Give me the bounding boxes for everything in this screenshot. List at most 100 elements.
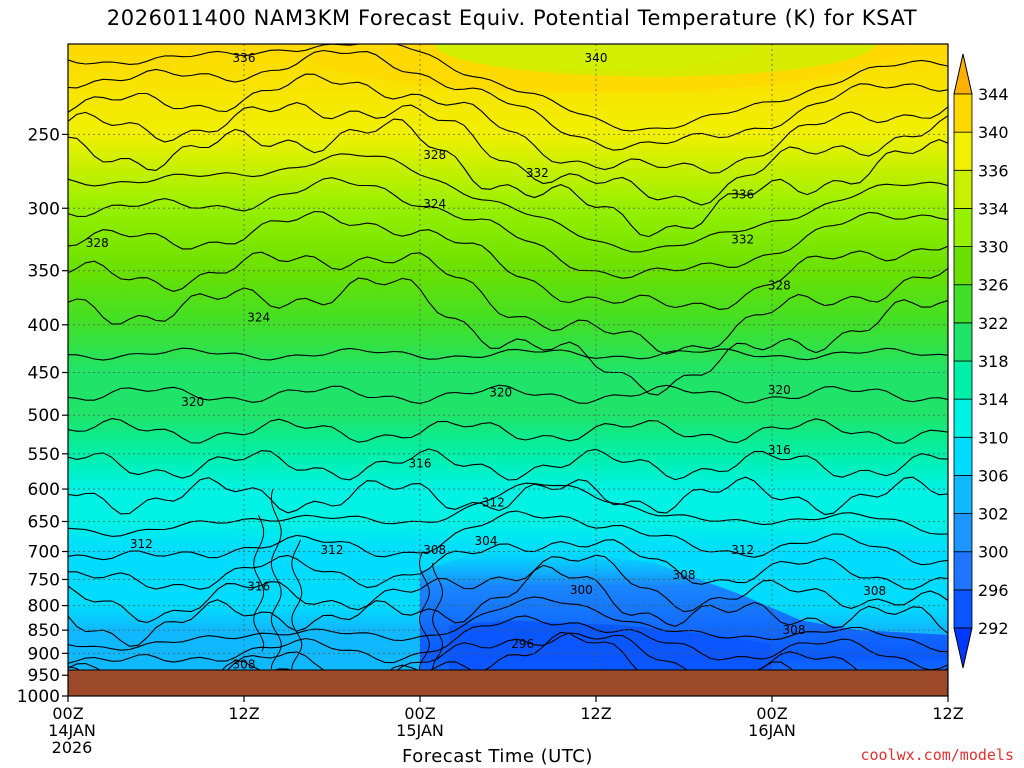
colorbar-label: 336: [978, 161, 1009, 180]
color-field: [68, 44, 948, 670]
contour-line: [68, 49, 948, 151]
y-tick-label: 450: [28, 364, 60, 384]
colorbar-segment: [953, 398, 973, 438]
colorbar-label: 340: [978, 123, 1009, 142]
x-axis-label: Forecast Time (UTC): [402, 746, 593, 767]
colorbar-segment: [953, 169, 973, 209]
x-tick-label: 15JAN: [396, 721, 444, 740]
colorbar-label: 334: [978, 199, 1009, 218]
contour-label: 304: [475, 534, 498, 548]
x-tick-label: 12Z: [580, 704, 611, 723]
credit-link[interactable]: coolwx.com/models: [860, 746, 1014, 764]
contour-label: 336: [731, 188, 754, 202]
y-tick-label: 500: [28, 406, 60, 426]
colorbar-segment: [953, 551, 973, 591]
colorbar-label: 300: [978, 543, 1009, 562]
contour-line: [68, 118, 948, 238]
colorbar-segment: [953, 93, 973, 133]
colorbar-segment: [953, 208, 973, 247]
terrain-bar: [67, 669, 949, 697]
colorbar-segment: [953, 513, 973, 553]
contour-label: 312: [130, 537, 153, 551]
contour-label: 316: [768, 443, 791, 457]
contour-label: 324: [247, 311, 270, 325]
colorbar-label: 292: [978, 619, 1009, 638]
contour-label: 308: [423, 543, 446, 557]
contour-line: [68, 73, 948, 174]
contour-line: [68, 615, 948, 670]
y-tick-label: 600: [28, 480, 60, 500]
x-tick-label: 12Z: [932, 704, 963, 723]
contour-line: [68, 564, 948, 647]
colorbar-top-arrow: [953, 53, 973, 95]
contour-label: 296: [511, 637, 534, 651]
contour-label: 316: [409, 456, 432, 470]
contour-label: 308: [863, 584, 886, 598]
colorbar-segment: [953, 589, 973, 629]
x-tick-label: 12Z: [228, 704, 259, 723]
contour-label: 312: [731, 543, 754, 557]
contour-streak: [253, 514, 265, 652]
contour-line: [68, 347, 948, 361]
colorbar-segment: [953, 284, 973, 324]
contour-line: [68, 251, 948, 355]
y-tick-label: 550: [28, 445, 60, 465]
y-tick-label: 800: [28, 597, 60, 617]
contour-streak: [418, 551, 430, 670]
y-tick-label: 300: [28, 199, 60, 219]
x-tick-label: 14JAN: [48, 721, 96, 740]
colorbar: 292 296 300 302 306 310 314 318 322 326 330 334 336 3…: [953, 53, 1009, 669]
contour-line: [68, 102, 948, 206]
contour-line: [68, 476, 948, 516]
plot-frame: [67, 43, 949, 697]
contour-label: 308: [783, 623, 806, 637]
contour-label: 308: [673, 568, 696, 582]
y-tick-label: 700: [28, 543, 60, 563]
contour-line: [68, 44, 948, 132]
contour-line: [68, 277, 948, 396]
contour-label: 320: [489, 386, 512, 400]
contour-line: [68, 510, 948, 566]
y-tick-label: 750: [28, 570, 60, 590]
contour-line: [68, 448, 948, 481]
x-tick-label: 00Z: [756, 704, 787, 723]
contour-label: 320: [181, 395, 204, 409]
contour-label: 308: [233, 657, 256, 671]
grid-lines: [67, 44, 949, 697]
contour-line: [68, 631, 794, 670]
contour-line: [68, 384, 948, 404]
y-tick-label: 1000: [17, 687, 60, 707]
colorbar-label: 326: [978, 276, 1009, 295]
x-tick-label: 00Z: [52, 704, 83, 723]
x-tick-label: 16JAN: [748, 721, 796, 740]
contour-label: 336: [233, 51, 256, 65]
contour-line: [68, 177, 948, 279]
colorbar-label: 296: [978, 581, 1009, 600]
contour-line: [68, 418, 948, 444]
colorbar-label: 322: [978, 314, 1009, 333]
colorbar-segment: [953, 131, 973, 171]
contour-label: 312: [321, 543, 344, 557]
colorbar-label: 310: [978, 428, 1009, 447]
colorbar-label: 318: [978, 352, 1009, 371]
colorbar-label: 314: [978, 390, 1009, 409]
y-tick-label: 650: [28, 512, 60, 532]
contour-labels: 336 340 328 332 336 324 332 328 328 324 320 320 320 3…: [86, 51, 886, 687]
contour-label: 328: [423, 148, 446, 162]
colorbar-segment: [953, 475, 973, 514]
colorbar-segment: [953, 360, 973, 400]
y-tick-label: 950: [28, 666, 60, 686]
contour-streak: [432, 562, 444, 670]
chart-title: 2026011400 NAM3KM Forecast Equiv. Potent…: [106, 6, 918, 30]
contour-line: [68, 596, 948, 653]
contour-label: 332: [731, 232, 754, 246]
contour-label: 328: [86, 236, 109, 250]
colorbar-segment: [953, 322, 973, 362]
x-tick-label: 2026: [52, 738, 93, 757]
y-tick-label: 900: [28, 644, 60, 664]
y-tick-label: 250: [28, 125, 60, 145]
deep-cold-region: [449, 620, 772, 670]
colorbar-label: 302: [978, 505, 1009, 524]
